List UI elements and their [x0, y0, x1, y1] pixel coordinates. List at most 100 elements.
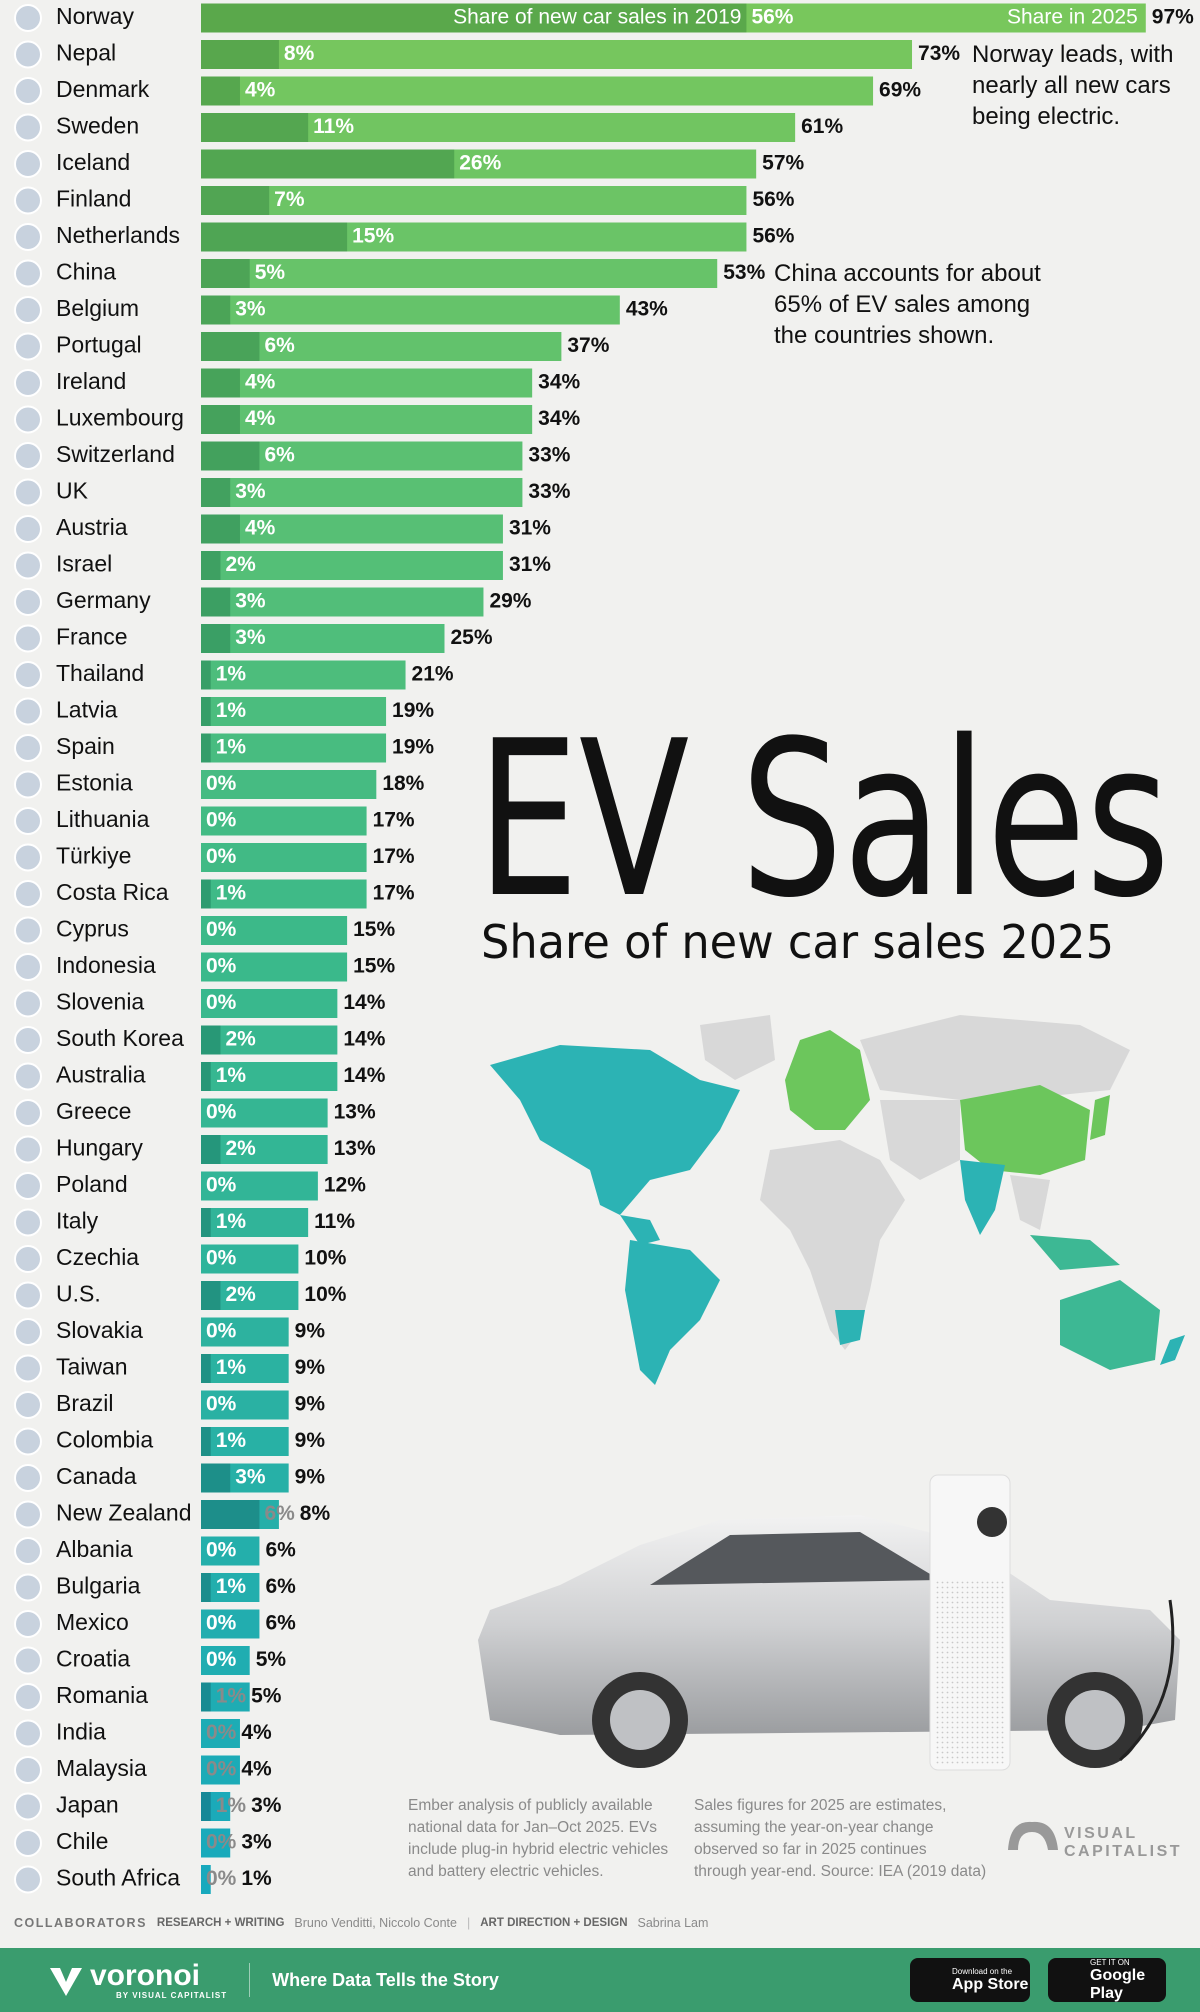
value-label: 10%: [304, 1247, 346, 1270]
bar: [201, 697, 211, 726]
flag: [14, 1281, 42, 1310]
annotation-line: being electric.: [972, 103, 1120, 130]
value-label: 21%: [412, 663, 454, 686]
bar: [201, 733, 387, 763]
flag: [14, 1172, 42, 1200]
badge-big: Google Play: [1090, 1966, 1146, 2002]
category-label: Poland: [56, 1171, 128, 1197]
bar: [201, 551, 503, 580]
value-label: 14%: [343, 1028, 385, 1051]
category-label: Greece: [56, 1098, 131, 1124]
bar: [201, 259, 718, 288]
bar: [201, 368, 533, 398]
value-label: 0%: [206, 845, 237, 868]
value-label: 17%: [373, 882, 415, 905]
value-label: 2%: [225, 1028, 256, 1051]
value-label: 5%: [251, 1685, 282, 1708]
brand-logo: VISUAL CAPITALIST: [1008, 1821, 1180, 1860]
bar: [201, 1062, 211, 1091]
category-label: Estonia: [56, 770, 133, 796]
credits-label: COLLABORATORS: [14, 1916, 147, 1930]
value-label: 9%: [295, 1393, 326, 1416]
voronoi-logo[interactable]: voronoi BY VISUAL CAPITALIST: [90, 1960, 227, 2000]
bar: [201, 368, 240, 398]
annotation: China accounts for about 65% of EV sales…: [774, 260, 1048, 349]
note-line: include plug-in hybrid electric vehicles: [408, 1841, 668, 1858]
category-label: Slovakia: [56, 1317, 143, 1343]
badge-small: Download on the: [952, 1966, 1013, 1976]
value-label: 12%: [324, 1174, 366, 1197]
value-label: 5%: [255, 261, 286, 284]
value-label: 69%: [879, 79, 921, 102]
value-label: 19%: [392, 699, 434, 722]
brand-text: VISUAL: [1064, 1825, 1138, 1842]
category-label: Romania: [56, 1682, 148, 1708]
bar: [201, 295, 231, 325]
value-label: 34%: [538, 371, 580, 394]
bar: [201, 1463, 231, 1493]
bar: [201, 952, 348, 982]
bar: [201, 478, 231, 507]
value-label: 25%: [451, 626, 493, 649]
bar: [201, 624, 231, 653]
flag: [14, 697, 42, 726]
value-label: 33%: [528, 480, 570, 503]
value-label: 1%: [216, 1210, 247, 1233]
bar: [201, 770, 377, 799]
value-label: 37%: [567, 334, 609, 357]
value-label: 34%: [538, 407, 580, 430]
value-label: 0%: [206, 1174, 237, 1197]
bar: [201, 733, 211, 763]
flag: [14, 1427, 42, 1456]
category-label: Lithuania: [56, 806, 150, 832]
value-label: 6%: [265, 1612, 296, 1635]
category-label: Finland: [56, 186, 131, 212]
app-store-badge[interactable]: Download on the App Store: [910, 1958, 1030, 2002]
value-label: 11%: [313, 115, 354, 138]
value-label: 9%: [295, 1466, 326, 1489]
category-label: Sweden: [56, 113, 139, 139]
flag: [14, 661, 42, 689]
value-label: 6%: [265, 1575, 296, 1598]
value-label: 18%: [382, 772, 424, 795]
flag: [14, 1792, 42, 1821]
category-label: Slovenia: [56, 989, 144, 1015]
voronoi-icon: [50, 1968, 82, 1996]
category-label: Portugal: [56, 332, 142, 358]
value-label: 6%: [264, 1502, 295, 1525]
flag: [14, 259, 42, 288]
bar: [201, 40, 913, 69]
value-label: 97%: [1152, 6, 1194, 29]
flag: [14, 1099, 42, 1127]
credit-role: RESEARCH + WRITING: [156, 1917, 285, 1929]
category-label: Australia: [56, 1062, 146, 1088]
flag: [14, 1719, 42, 1748]
flag: [14, 113, 42, 142]
value-label: 3%: [241, 1831, 272, 1854]
flag: [14, 1464, 42, 1492]
category-label: Japan: [56, 1792, 119, 1818]
credit-role: ART DIRECTION + DESIGN: [480, 1917, 628, 1929]
bar: [201, 1135, 221, 1164]
category-label: Israel: [56, 551, 112, 577]
bar: [201, 1025, 221, 1055]
flag: [14, 332, 42, 361]
category-label: Taiwan: [56, 1354, 128, 1380]
annotation: Norway leads, with nearly all new cars b…: [972, 41, 1180, 130]
bar: [201, 441, 260, 471]
value-label: 4%: [245, 407, 276, 430]
bar: [201, 1354, 211, 1383]
category-label: Colombia: [56, 1427, 153, 1453]
bar: [201, 1135, 328, 1164]
category-label: China: [56, 259, 116, 285]
note-line: Ember analysis of publicly available: [408, 1797, 653, 1814]
bar: [201, 624, 445, 653]
value-label: 1%: [216, 699, 247, 722]
google-play-badge[interactable]: GET IT ON Google Play: [1048, 1958, 1166, 2002]
bar: [201, 1500, 260, 1529]
value-label: 15%: [353, 955, 395, 978]
flag: [14, 77, 42, 105]
value-label: 56%: [751, 6, 793, 29]
bar: [201, 149, 455, 179]
value-label: 1%: [216, 736, 247, 759]
